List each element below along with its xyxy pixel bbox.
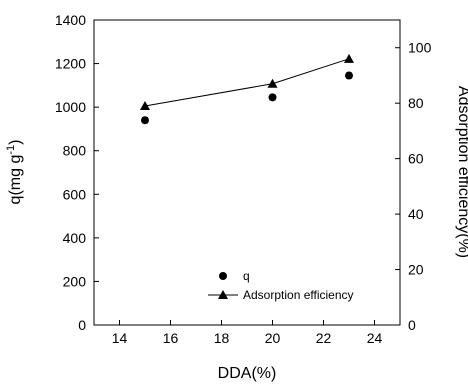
efficiency-line bbox=[144, 58, 350, 107]
y-right-tick-label-3: 60 bbox=[408, 151, 424, 167]
series-layer bbox=[140, 53, 354, 125]
y-right-axis-title: Adsorption efficiency(%) bbox=[455, 86, 468, 258]
legend-q-label: q bbox=[243, 269, 250, 283]
y-right-tick-label-5: 100 bbox=[408, 40, 432, 56]
y-left-tick-label-6: 1200 bbox=[55, 56, 86, 72]
x-tick-label-1: 16 bbox=[163, 330, 179, 346]
q-point-0 bbox=[141, 116, 149, 125]
q-point-1 bbox=[268, 93, 277, 102]
y-left-title-sup: -1 bbox=[5, 145, 17, 155]
y-left-tick-label-3: 600 bbox=[63, 186, 87, 202]
legend-q-marker bbox=[219, 272, 227, 280]
y-left-ticks: 0 200 400 600 800 1000 1200 1400 bbox=[55, 12, 99, 333]
legend-efficiency-marker bbox=[218, 290, 228, 299]
y-right-tick-label-1: 20 bbox=[408, 262, 424, 278]
y-right-tick-label-2: 40 bbox=[408, 206, 424, 222]
y-right-ticks: 0 20 40 60 80 100 bbox=[395, 40, 432, 333]
y-left-axis-title: q(mg g-1) bbox=[5, 140, 24, 205]
y-left-tick-label-2: 400 bbox=[63, 230, 87, 246]
y-right-tick-label-0: 0 bbox=[408, 317, 416, 333]
plot-frame bbox=[93, 19, 401, 326]
efficiency-point-1 bbox=[267, 78, 278, 88]
x-tick-label-4: 22 bbox=[316, 330, 332, 346]
x-tick-label-3: 20 bbox=[265, 330, 281, 346]
y-right-tick-label-4: 80 bbox=[408, 95, 424, 111]
q-point-2 bbox=[345, 71, 353, 80]
x-ticks: 14 16 18 20 22 24 bbox=[112, 320, 383, 346]
efficiency-point-2 bbox=[344, 53, 354, 63]
y-left-title-tail: ) bbox=[7, 140, 24, 145]
y-left-tick-label-0: 0 bbox=[78, 317, 86, 333]
y-left-tick-label-7: 1400 bbox=[55, 12, 86, 28]
y-left-tick-label-1: 200 bbox=[63, 273, 87, 289]
x-axis-title: DDA(%) bbox=[218, 365, 277, 382]
legend: q Adsorption efficiency bbox=[208, 269, 354, 302]
x-tick-label-0: 14 bbox=[112, 330, 128, 346]
x-tick-label-2: 18 bbox=[214, 330, 230, 346]
y-left-title-main: q(mg g bbox=[7, 155, 24, 205]
y-left-tick-label-4: 800 bbox=[63, 143, 87, 159]
legend-efficiency-label: Adsorption efficiency bbox=[243, 288, 354, 302]
efficiency-point-0 bbox=[140, 100, 150, 110]
y-left-tick-label-5: 1000 bbox=[55, 99, 86, 115]
x-tick-label-5: 24 bbox=[367, 330, 383, 346]
